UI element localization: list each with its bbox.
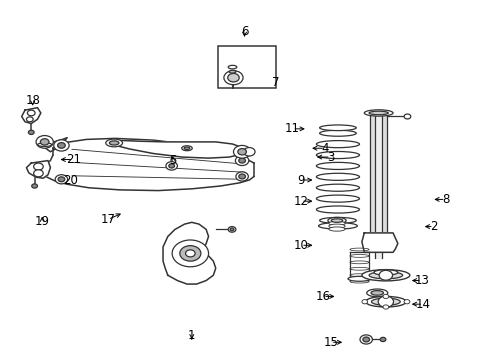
- Ellipse shape: [368, 111, 387, 115]
- Ellipse shape: [371, 298, 399, 305]
- Circle shape: [235, 156, 248, 166]
- Text: 7: 7: [271, 76, 279, 90]
- Text: 2: 2: [429, 220, 437, 233]
- Circle shape: [58, 177, 64, 182]
- Circle shape: [26, 117, 33, 122]
- Circle shape: [224, 71, 243, 85]
- Text: 15: 15: [323, 336, 338, 349]
- Circle shape: [180, 246, 201, 261]
- Circle shape: [227, 73, 239, 82]
- Circle shape: [403, 114, 410, 119]
- Text: 6: 6: [240, 25, 248, 38]
- Ellipse shape: [319, 125, 356, 131]
- Text: 8: 8: [441, 193, 448, 206]
- Circle shape: [172, 240, 208, 267]
- Ellipse shape: [327, 217, 346, 224]
- Circle shape: [27, 110, 35, 116]
- Ellipse shape: [330, 219, 342, 222]
- Ellipse shape: [368, 272, 402, 279]
- Text: 12: 12: [293, 195, 308, 208]
- Circle shape: [228, 226, 235, 232]
- Polygon shape: [26, 161, 50, 178]
- Circle shape: [403, 300, 409, 304]
- Ellipse shape: [328, 227, 345, 231]
- Ellipse shape: [370, 291, 383, 295]
- Polygon shape: [375, 117, 381, 258]
- Circle shape: [58, 143, 65, 148]
- Text: 20: 20: [63, 174, 78, 186]
- Circle shape: [32, 184, 38, 188]
- Polygon shape: [43, 138, 67, 152]
- Ellipse shape: [38, 143, 52, 147]
- Ellipse shape: [318, 223, 357, 229]
- Text: 11: 11: [285, 122, 299, 135]
- Circle shape: [233, 145, 250, 158]
- Text: 10: 10: [293, 239, 308, 252]
- Circle shape: [54, 140, 69, 151]
- Circle shape: [361, 300, 367, 304]
- Ellipse shape: [228, 66, 236, 69]
- Circle shape: [238, 158, 245, 163]
- Circle shape: [377, 296, 393, 307]
- Text: 19: 19: [35, 215, 50, 228]
- Polygon shape: [43, 138, 254, 190]
- Polygon shape: [163, 222, 215, 284]
- Circle shape: [41, 139, 49, 145]
- Circle shape: [185, 250, 195, 257]
- Ellipse shape: [373, 270, 397, 275]
- Ellipse shape: [328, 221, 345, 225]
- Polygon shape: [369, 117, 386, 233]
- Circle shape: [168, 164, 174, 168]
- Circle shape: [235, 172, 248, 181]
- Ellipse shape: [109, 141, 119, 145]
- Polygon shape: [109, 140, 244, 158]
- FancyBboxPatch shape: [218, 46, 275, 88]
- Circle shape: [237, 149, 246, 155]
- Circle shape: [378, 270, 392, 280]
- Circle shape: [165, 162, 177, 170]
- Ellipse shape: [361, 270, 409, 281]
- Text: 9: 9: [297, 174, 304, 186]
- Ellipse shape: [328, 224, 345, 228]
- Circle shape: [36, 136, 53, 148]
- Text: 21: 21: [66, 153, 81, 166]
- Circle shape: [230, 228, 233, 231]
- Text: 16: 16: [315, 290, 330, 303]
- Text: 5: 5: [168, 154, 176, 167]
- Ellipse shape: [229, 70, 235, 73]
- Circle shape: [359, 335, 372, 344]
- Text: 14: 14: [415, 298, 430, 311]
- Circle shape: [382, 294, 388, 298]
- Ellipse shape: [182, 146, 192, 151]
- Circle shape: [362, 337, 369, 342]
- Circle shape: [28, 130, 34, 135]
- Polygon shape: [21, 108, 41, 123]
- Circle shape: [55, 175, 67, 184]
- Ellipse shape: [347, 276, 370, 281]
- Polygon shape: [349, 252, 368, 279]
- Ellipse shape: [105, 139, 122, 147]
- Circle shape: [243, 148, 255, 156]
- Circle shape: [379, 337, 385, 342]
- Ellipse shape: [365, 296, 406, 307]
- Ellipse shape: [184, 147, 189, 149]
- Text: 4: 4: [321, 142, 328, 155]
- Text: 3: 3: [326, 150, 334, 163]
- Ellipse shape: [364, 110, 392, 116]
- Ellipse shape: [366, 289, 387, 297]
- Circle shape: [34, 170, 43, 177]
- Polygon shape: [361, 233, 397, 252]
- Text: 13: 13: [413, 274, 428, 287]
- Circle shape: [34, 163, 43, 170]
- Text: 18: 18: [25, 94, 40, 107]
- Text: 17: 17: [100, 213, 115, 226]
- Circle shape: [382, 305, 388, 309]
- Text: 1: 1: [188, 329, 195, 342]
- Circle shape: [238, 174, 245, 179]
